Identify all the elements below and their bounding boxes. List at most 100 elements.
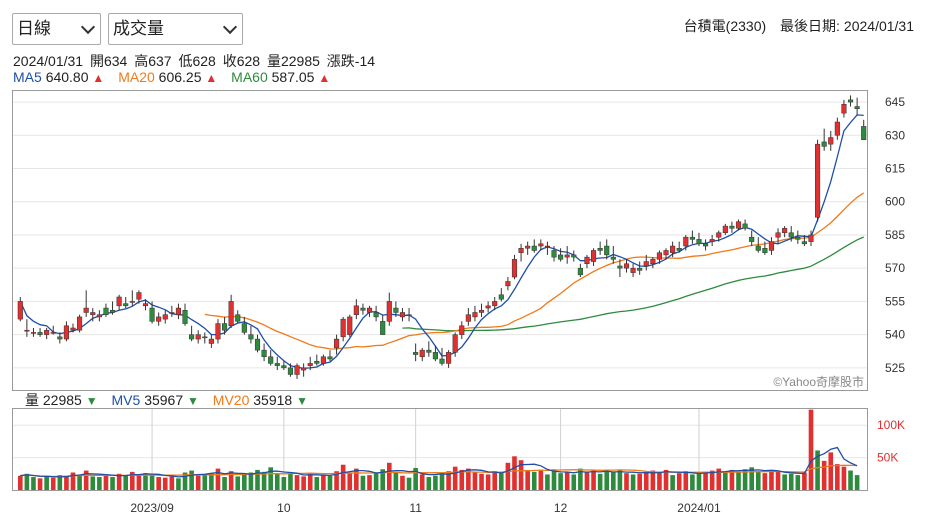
volume-bar xyxy=(657,472,662,490)
candle-body xyxy=(24,329,30,332)
candle-body xyxy=(261,349,267,358)
volume-bar xyxy=(492,471,498,490)
down-triangle-icon: ▼ xyxy=(85,394,98,408)
indicator-select[interactable]: 成交量 xyxy=(108,13,243,45)
candle-body xyxy=(584,256,590,265)
candle-body xyxy=(366,307,373,313)
volume-bar xyxy=(433,475,438,490)
candle-body xyxy=(202,336,208,339)
volume-bar xyxy=(584,471,590,490)
stock-header: 台積電(2330) 最後日期: 2024/01/31 xyxy=(674,16,914,36)
volume-bar xyxy=(327,475,333,490)
candle-body xyxy=(637,267,643,271)
candle-body xyxy=(544,245,550,248)
candle-body xyxy=(57,336,63,340)
candle-body xyxy=(577,267,583,276)
candle-body xyxy=(735,221,742,229)
vol-value: 22985 xyxy=(42,392,82,408)
candle-body xyxy=(722,225,728,233)
candle-body xyxy=(169,312,175,314)
candle-body xyxy=(360,307,366,311)
ohlc-change: 漲跌-14 xyxy=(326,53,376,69)
volume-bar xyxy=(545,474,550,490)
volume-bar xyxy=(393,472,399,490)
candle-body xyxy=(37,332,43,335)
volume-bar xyxy=(162,477,168,490)
price-tick-label: 540 xyxy=(885,328,905,342)
mv20-legend: MV20 35918 ▼ xyxy=(213,392,308,408)
candle-body xyxy=(287,367,294,375)
volume-bar xyxy=(288,472,293,490)
volume-bar xyxy=(808,409,814,490)
ohlc-low: 低628 xyxy=(178,53,216,69)
volume-bar xyxy=(650,470,656,490)
mv5-legend: MV5 35967 ▼ xyxy=(112,392,199,408)
volume-bar xyxy=(696,473,702,490)
volume-bar xyxy=(215,468,221,490)
volume-bar xyxy=(630,474,636,490)
candle-body xyxy=(808,234,814,242)
candle-body xyxy=(50,332,56,334)
volume-bar xyxy=(367,475,372,490)
volume-bar xyxy=(182,472,188,490)
period-select[interactable]: 日線 xyxy=(12,13,101,45)
candle-body xyxy=(386,301,392,322)
volume-bar xyxy=(525,469,530,490)
watermark: ©Yahoo奇摩股市 xyxy=(773,374,864,389)
candle-body xyxy=(320,356,326,364)
candle-body xyxy=(222,323,228,331)
volume-bar xyxy=(802,472,807,490)
volume-bar xyxy=(380,469,386,490)
volume-bar xyxy=(676,473,682,490)
candle-body xyxy=(90,312,96,315)
candle-body xyxy=(768,241,775,251)
candle-body xyxy=(156,316,162,322)
volume-bar xyxy=(419,474,425,490)
volume-bar xyxy=(742,469,748,490)
volume-bar xyxy=(110,477,115,490)
price-tick-label: 570 xyxy=(885,261,905,275)
candle-body xyxy=(604,245,610,256)
candle-body xyxy=(419,349,425,358)
volume-bar xyxy=(578,468,583,490)
volume-bar xyxy=(624,473,629,490)
candle-body xyxy=(696,239,702,245)
candle-body xyxy=(340,318,346,338)
ohlc-readout: 2024/01/31 開634 高637 低628 收628 量22985 漲跌… xyxy=(13,51,378,71)
candle-body xyxy=(406,314,412,316)
x-tick-label: 2023/09 xyxy=(130,501,174,515)
candle-body xyxy=(597,248,603,251)
volume-bar xyxy=(406,477,412,490)
candle-body xyxy=(716,232,722,238)
candle-body xyxy=(281,365,287,369)
volume-bar xyxy=(828,452,834,490)
volume-bar xyxy=(782,474,787,490)
volume-bar xyxy=(709,470,715,490)
volume-bar xyxy=(97,477,102,490)
candle-body xyxy=(30,332,37,334)
ohlc-open: 開634 xyxy=(89,53,128,69)
volume-bar xyxy=(479,473,484,490)
candle-body xyxy=(518,248,524,253)
volume-bar xyxy=(294,475,300,490)
candle-body xyxy=(459,325,465,335)
volume-bar xyxy=(466,468,471,490)
candle-body xyxy=(762,248,768,253)
x-tick-label: 10 xyxy=(277,501,291,515)
volume-bar xyxy=(775,471,781,490)
volume-bar xyxy=(538,470,544,490)
mv5-label: MV5 xyxy=(111,392,141,408)
volume-bar xyxy=(64,475,69,490)
candle-body xyxy=(208,338,214,344)
candle-body xyxy=(268,356,274,364)
candle-body xyxy=(683,236,689,247)
candle-body xyxy=(551,250,557,258)
candle-body xyxy=(828,137,834,145)
volume-bar xyxy=(564,472,570,490)
price-tick-label: 585 xyxy=(885,228,905,242)
last-date-label: 最後日期: xyxy=(780,18,840,34)
candle-body xyxy=(571,254,577,258)
candle-body xyxy=(709,239,715,242)
candle-body xyxy=(531,245,537,251)
candle-body xyxy=(498,294,504,300)
